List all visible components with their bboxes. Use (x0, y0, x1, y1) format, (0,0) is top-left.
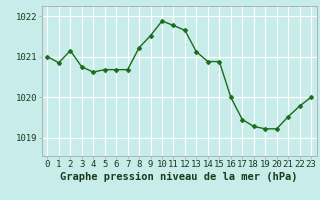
X-axis label: Graphe pression niveau de la mer (hPa): Graphe pression niveau de la mer (hPa) (60, 172, 298, 182)
